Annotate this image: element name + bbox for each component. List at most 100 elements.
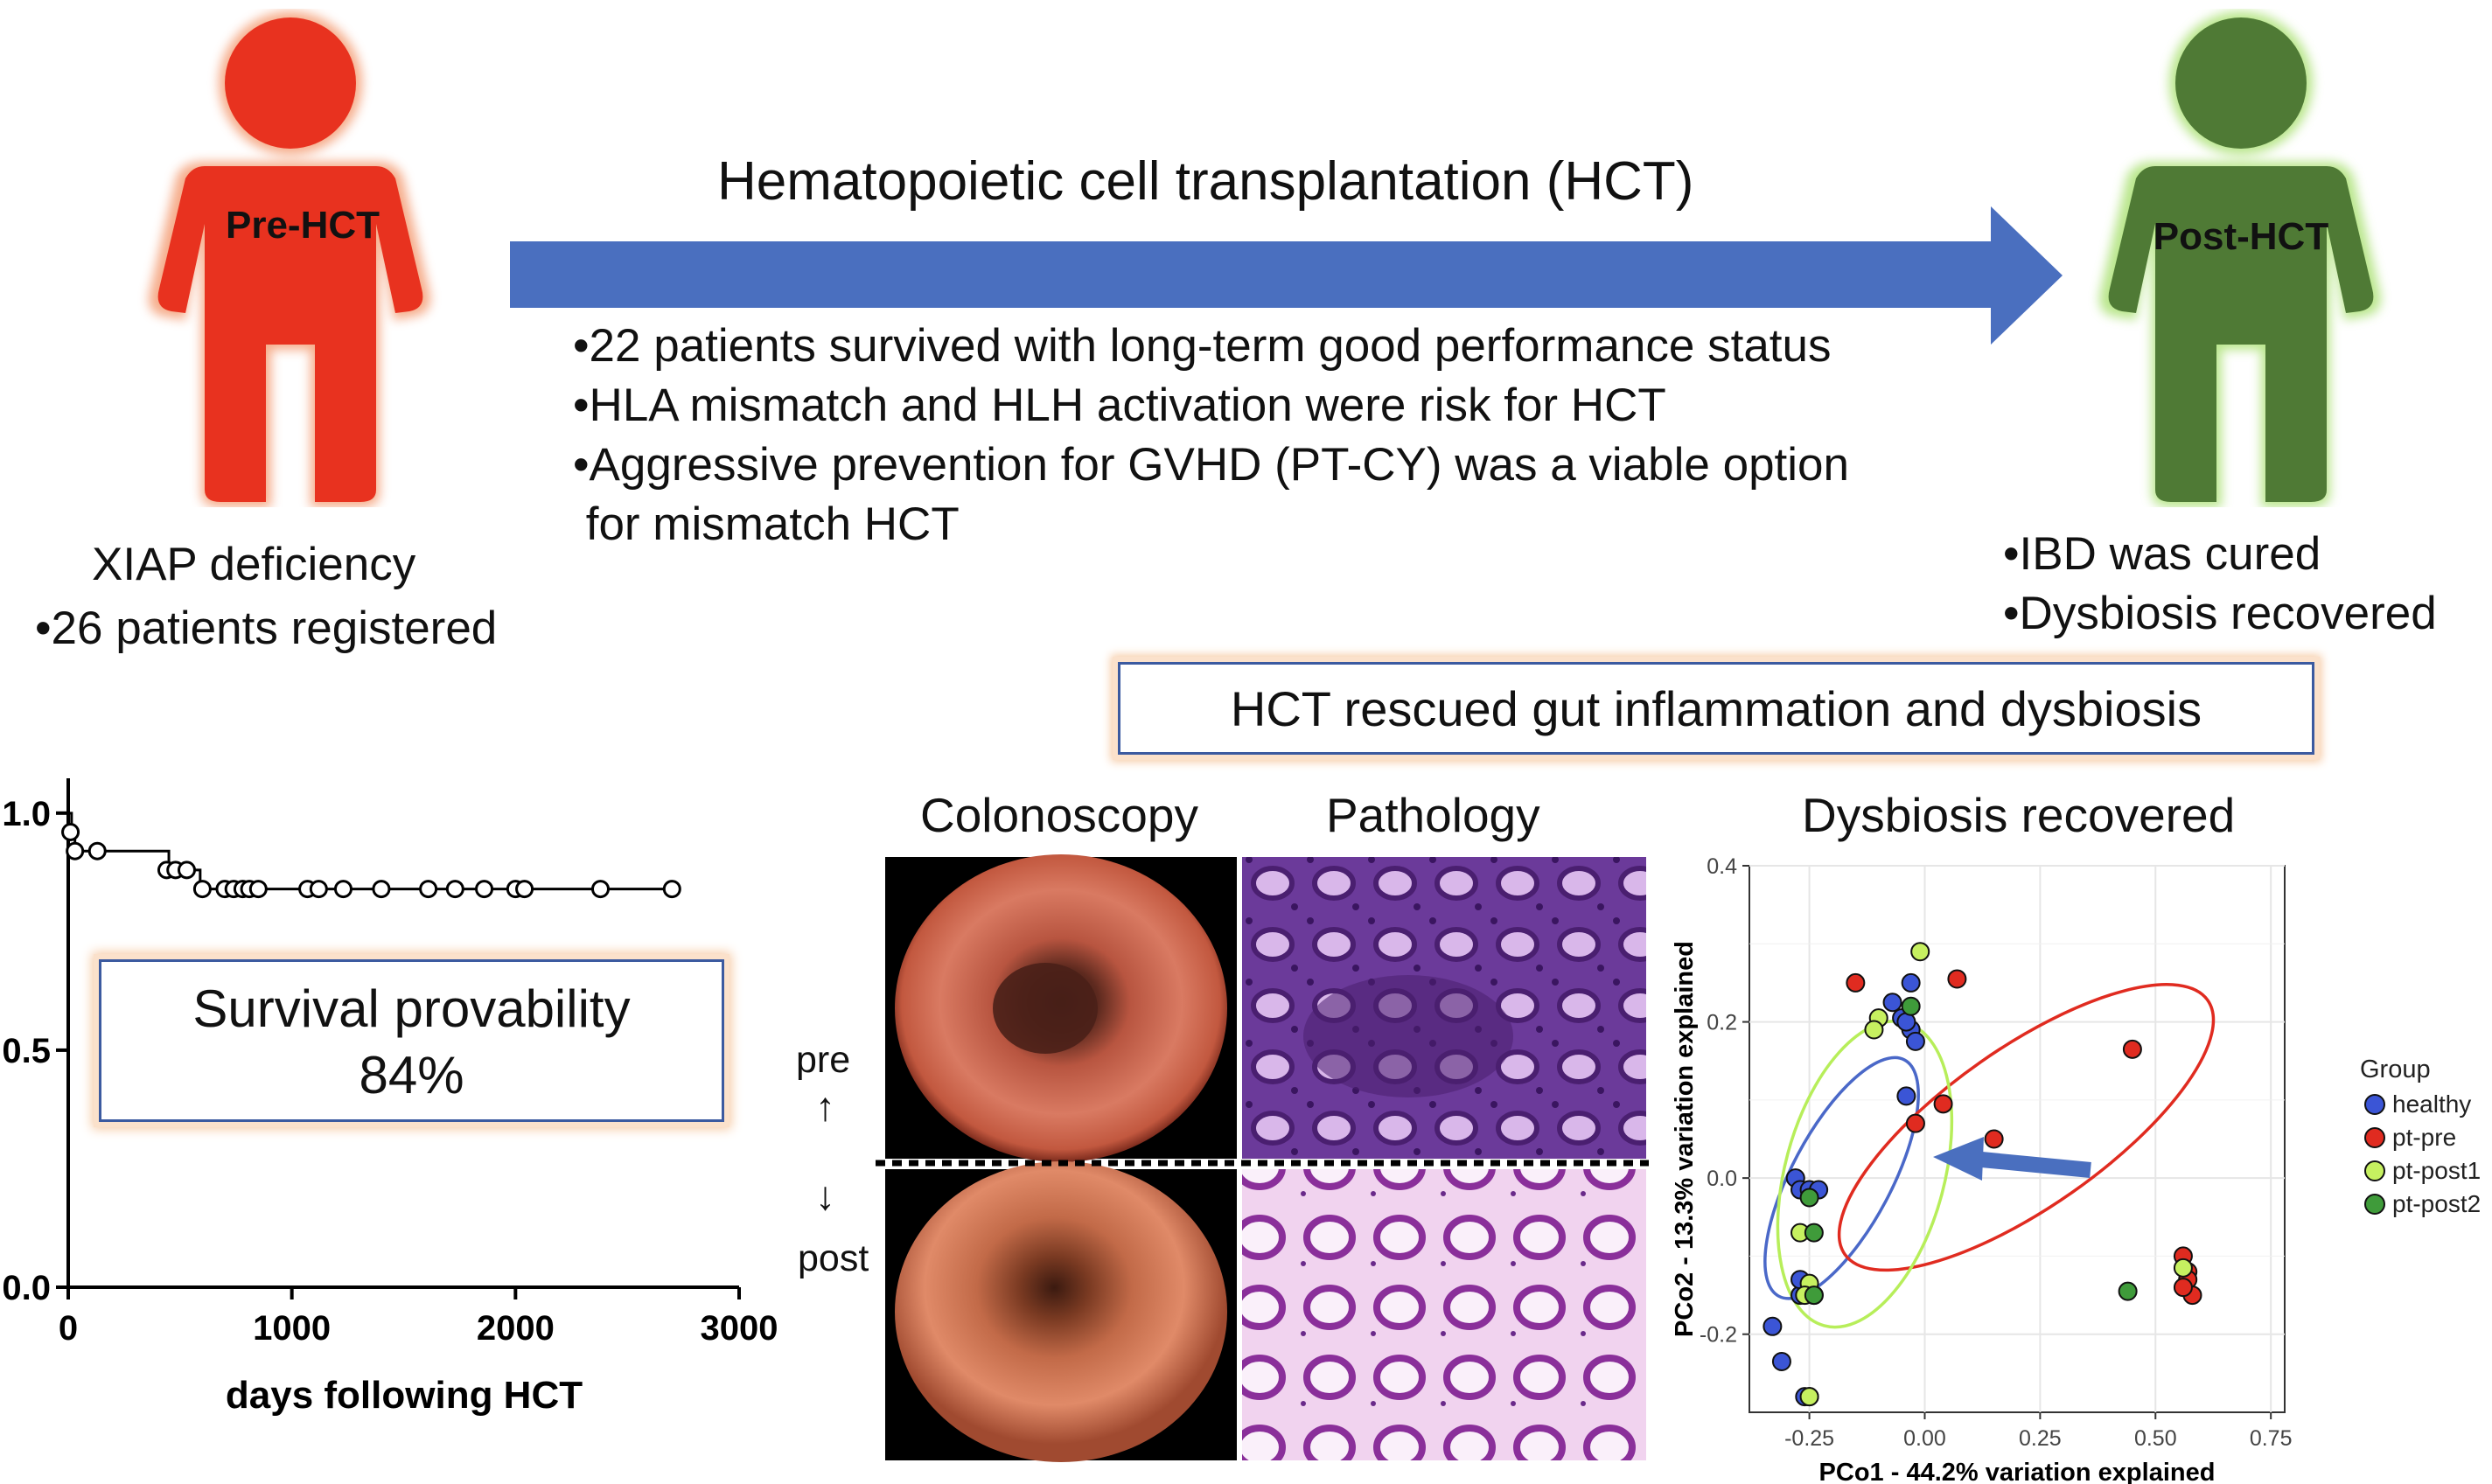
pcoa-point-pt-pre — [1905, 1113, 1925, 1133]
pcoa-points — [1763, 942, 2202, 1407]
post-figure-body — [2108, 17, 2374, 502]
pcoa-point-pt-post1 — [1910, 942, 1930, 962]
survival-x-tick-label: 3000 — [701, 1309, 778, 1348]
pcoa-point-healthy — [1882, 993, 1902, 1013]
post-bullet-1: •IBD was cured — [2003, 528, 2321, 580]
pcoa-point-pt-pre — [2173, 1278, 2193, 1298]
pcoa-point-pt-pre — [1984, 1129, 2004, 1149]
pcoa-point-healthy — [1901, 972, 1921, 993]
pcoa-x-tick-label: 0.00 — [1903, 1426, 1946, 1451]
survival-y-tick-label: 0.5 — [2, 1032, 51, 1070]
pcoa-x-label: PCo1 - 44.2% variation explained — [1819, 1459, 2216, 1484]
survival-curve — [68, 812, 673, 891]
colonoscopy-pre-center — [993, 963, 1098, 1054]
pcoa-y-label: PCo2 - 13.3% variation explained — [1671, 941, 1699, 1337]
survival-chart: 0.0 0.5 1.0 0 1000 2000 3000 days following HCT — [2, 778, 778, 1417]
hct-bullet-4: for mismatch HCT — [573, 498, 960, 550]
pcoa-x-tick-label: 0.75 — [2250, 1426, 2293, 1451]
hct-title: Hematopoietic cell transplantation (HCT) — [717, 151, 1694, 212]
survival-censor-marks — [61, 823, 681, 899]
rescue-box: HCT rescued gut inflammation and dysbios… — [1118, 662, 2314, 755]
pre-figure-body — [157, 17, 423, 502]
pcoa-point-pt-post2 — [1901, 996, 1921, 1016]
pcoa-legend-label: healthy — [2392, 1090, 2471, 1118]
pcoa-point-pt-post1 — [1864, 1020, 1884, 1040]
survival-censor-mark — [178, 860, 197, 880]
pcoa-point-pt-post2 — [2118, 1281, 2138, 1301]
post-hct-label: Post-HCT — [2153, 215, 2329, 258]
survival-censor-mark — [61, 823, 80, 842]
post-label: post — [798, 1237, 869, 1279]
pcoa-legend-swatch — [2364, 1160, 2385, 1181]
pathology-post-image — [1242, 1169, 1646, 1460]
survival-censor-mark — [192, 880, 212, 899]
colonoscopy-post-lumen — [895, 1161, 1227, 1462]
pcoa-point-healthy — [1771, 1351, 1791, 1371]
pcoa-y-tick-label: -0.2 — [1700, 1323, 1737, 1348]
recovery-arrow-head — [1933, 1137, 1984, 1181]
survival-x-tick-label: 0 — [59, 1309, 78, 1348]
survival-censor-mark — [309, 880, 328, 899]
survival-censor-mark — [372, 880, 391, 899]
survival-censor-mark — [248, 880, 268, 899]
pcoa-legend: Group healthy pt-pre pt-post1 pt-post2 — [2360, 1056, 2481, 1217]
pathology-pre-infiltrate — [1303, 975, 1513, 1097]
pre-hct-figure: Pre-HCT — [149, 11, 430, 507]
hct-bullet-2: •HLA mismatch and HLH activation were ri… — [573, 380, 1666, 431]
hct-bullet-1: •22 patients survived with long-term goo… — [573, 320, 1832, 372]
pcoa-point-pt-post2 — [1799, 1188, 1819, 1208]
survival-censor-mark — [662, 880, 681, 899]
pcoa-title: Dysbiosis recovered — [1802, 788, 2236, 842]
post-hct-figure: Post-HCT — [2099, 11, 2381, 507]
post-bullet-2: •Dysbiosis recovered — [2003, 588, 2437, 639]
survival-x-label: days following HCT — [226, 1374, 583, 1417]
pcoa-x-tick-label: 0.50 — [2134, 1426, 2177, 1451]
survival-y-tick-label: 0.0 — [2, 1269, 51, 1307]
pcoa-legend-label: pt-pre — [2392, 1124, 2456, 1151]
pcoa-legend-label: pt-post1 — [2392, 1157, 2481, 1184]
survival-censor-mark — [419, 880, 438, 899]
pcoa-point-pt-pre — [1933, 1094, 1953, 1114]
recovery-arrow-shaft — [1972, 1151, 2091, 1178]
colonoscopy-label: Colonoscopy — [920, 788, 1198, 842]
survival-censor-mark — [475, 880, 494, 899]
hct-arrow-shape — [510, 206, 2063, 345]
survival-censor-mark — [333, 880, 353, 899]
survival-y-tick-label: 1.0 — [2, 795, 51, 833]
pcoa-grid — [1749, 865, 2286, 1413]
pcoa-x-tick-label: 0.25 — [2019, 1426, 2062, 1451]
pcoa-y-tick-label: 0.2 — [1707, 1011, 1737, 1035]
pcoa-point-pt-pre — [2122, 1039, 2142, 1059]
down-arrow-icon: ↓ — [815, 1173, 835, 1218]
recovery-arrow — [1933, 1137, 2091, 1181]
pcoa-legend-swatch — [2364, 1094, 2385, 1115]
pcoa-x-tick-label: -0.25 — [1784, 1426, 1834, 1451]
pre-label: pre — [796, 1039, 851, 1081]
pcoa-point-pt-post1 — [2173, 1258, 2193, 1278]
survival-axes: 0.0 0.5 1.0 0 1000 2000 3000 days following HCT — [2, 778, 778, 1417]
pcoa-point-pt-post2 — [1804, 1285, 1824, 1306]
pcoa-legend-swatch — [2364, 1127, 2385, 1148]
survival-box-line2: 84% — [359, 1046, 464, 1104]
survival-step-line — [68, 812, 673, 891]
survival-box-line1: Survival provability — [192, 979, 631, 1038]
survival-censor-mark — [445, 880, 464, 899]
pcoa-legend-title: Group — [2360, 1056, 2431, 1083]
pcoa-ellipse-pt-pre — [1837, 983, 2216, 1272]
pcoa-axes: -0.25 0.00 0.25 0.50 0.75 -0.2 0.0 0.2 0.4 PCo1 -… — [1671, 854, 2293, 1484]
survival-censor-mark — [590, 880, 610, 899]
pcoa-point-healthy — [1905, 1031, 1925, 1051]
xiap-title: XIAP deficiency — [92, 539, 416, 590]
survival-x-tick-label: 1000 — [253, 1309, 331, 1348]
xiap-count: •26 patients registered — [35, 603, 498, 654]
pcoa-y-tick-label: 0.4 — [1707, 854, 1737, 879]
pcoa-legend-label: pt-post2 — [2392, 1190, 2481, 1217]
survival-x-tick-label: 2000 — [477, 1309, 555, 1348]
pcoa-point-pt-post1 — [1799, 1387, 1819, 1407]
pathology-label: Pathology — [1326, 788, 1540, 842]
pcoa-ellipse-healthy — [1763, 1056, 1920, 1300]
pcoa-chart: -0.25 0.00 0.25 0.50 0.75 -0.2 0.0 0.2 0.4 PCo1 -… — [1671, 854, 2481, 1484]
pcoa-point-pt-pre — [1947, 969, 1967, 989]
survival-censor-mark — [515, 880, 534, 899]
hct-bullet-3: •Aggressive prevention for GVHD (PT-CY) … — [573, 439, 1850, 491]
